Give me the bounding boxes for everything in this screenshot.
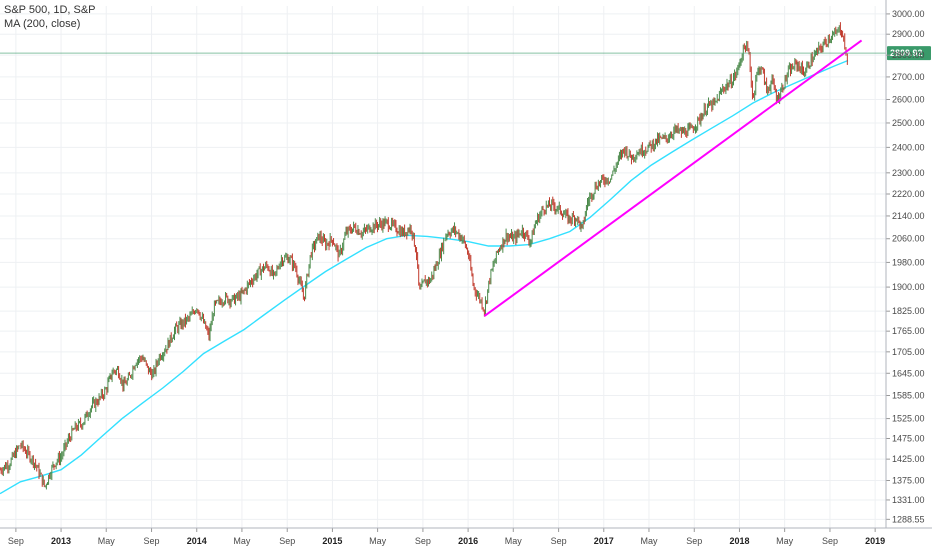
legend: S&P 500, 1D, S&P MA (200, close)	[4, 3, 96, 31]
price-layer	[0, 22, 848, 490]
x-tick-label: 2017	[594, 536, 614, 546]
ma-layer	[0, 59, 849, 495]
x-tick-label: 2016	[458, 536, 478, 546]
y-tick-label: 2600.00	[892, 95, 925, 105]
y-tick-label: 1288.55	[892, 514, 925, 524]
y-tick-label: 1425.00	[892, 454, 925, 464]
x-tick-label: May	[776, 536, 794, 546]
x-tick-label: May	[640, 536, 658, 546]
y-tick-label: 1475.00	[892, 434, 925, 444]
x-tick-label: May	[505, 536, 523, 546]
y-tick-label: 1900.00	[892, 282, 925, 292]
y-tick-label: 1705.00	[892, 347, 925, 357]
y-tick-label: 1331.00	[892, 495, 925, 505]
y-tick-label: 2140.00	[892, 211, 925, 221]
y-tick-label: 2060.00	[892, 234, 925, 244]
x-tick-label: May	[233, 536, 251, 546]
y-tick-label: 1765.00	[892, 326, 925, 336]
trendline	[483, 39, 863, 317]
legend-symbol[interactable]: S&P 500, 1D, S&P	[4, 4, 96, 16]
y-tick-label: 1585.00	[892, 390, 925, 400]
y-tick-label: 2700.00	[892, 72, 925, 82]
priceline-layer: 2809.92	[0, 46, 931, 61]
last-price-tag	[887, 46, 931, 61]
x-tick-label: May	[369, 536, 387, 546]
y-tick-label: 2220.00	[892, 189, 925, 199]
y-tick-label: 1375.00	[892, 475, 925, 485]
x-tick-label: 2019	[865, 536, 885, 546]
x-tick-label: Sep	[822, 536, 838, 546]
grid-layer	[0, 6, 886, 528]
y-tick-label: 1825.00	[892, 306, 925, 316]
x-tick-label: 2013	[51, 536, 71, 546]
y-tick-label: 2500.00	[892, 118, 925, 128]
y-tick-label: 1525.00	[892, 414, 925, 424]
x-tick-label: Sep	[279, 536, 295, 546]
x-tick-label: 2015	[322, 536, 342, 546]
x-tick-label: 2014	[187, 536, 207, 546]
y-tick-label: 3000.00	[892, 9, 925, 19]
y-tick-label: 2900.00	[892, 29, 925, 39]
x-tick-label: Sep	[144, 536, 160, 546]
ma-200-line	[0, 59, 849, 495]
y-tick-label: 1645.00	[892, 368, 925, 378]
legend-indicator[interactable]: MA (200, close)	[4, 18, 81, 30]
y-tick-label: 2300.00	[892, 168, 925, 178]
x-tick-label: Sep	[8, 536, 24, 546]
x-tick-label: 2018	[729, 536, 749, 546]
y-tick-label: 1980.00	[892, 257, 925, 267]
y-tick-label: 2800.00	[892, 50, 925, 60]
trend-layer[interactable]	[483, 39, 863, 317]
x-tick-label: Sep	[551, 536, 567, 546]
x-tick-label: May	[98, 536, 116, 546]
last-price-label: 2809.92	[890, 48, 923, 58]
x-tick-label: Sep	[686, 536, 702, 546]
y-tick-label: 2400.00	[892, 142, 925, 152]
x-tick-label: Sep	[415, 536, 431, 546]
